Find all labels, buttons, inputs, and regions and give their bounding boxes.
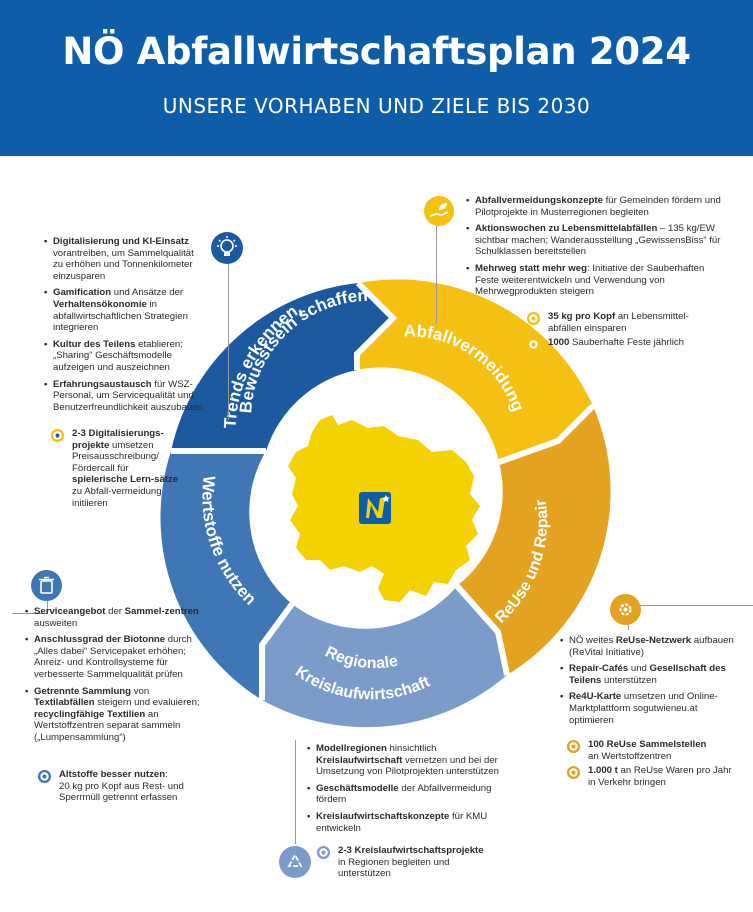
- list-item: Digitalisierung und KI-Einsatz vorantrei…: [44, 236, 204, 282]
- segment-abfall: [357, 279, 593, 462]
- list-item: Kreislaufwirtschaftskonzepte für KMU ent…: [307, 811, 517, 834]
- regional-goal: 2-3 Kreislaufwirtschaftsprojekte in Regi…: [316, 845, 491, 880]
- segment-regional: [262, 586, 507, 728]
- list-item: Mehrweg statt mehr weg: Initiative der S…: [466, 263, 726, 298]
- lightbulb-icon: [211, 232, 243, 264]
- noe-logo: [359, 492, 391, 524]
- target-icon: [526, 337, 541, 352]
- trends-goal: 2-3 Digitalisierungs-projekte umsetzen Pr…: [50, 428, 180, 509]
- target-icon: [566, 765, 581, 780]
- target-icon: [37, 769, 52, 784]
- header-banner: NÖ Abfallwirtschaftsplan 2024 UNSERE VOR…: [0, 0, 753, 156]
- target-icon: [526, 311, 541, 326]
- list-item: Geschäftsmodelle der Abfallvermeidung fö…: [307, 783, 517, 806]
- target-icon: [316, 845, 331, 860]
- segment-trends: [171, 283, 393, 451]
- connector-reuse: [628, 605, 753, 606]
- target-icon: [566, 739, 581, 754]
- list-item: Anschlussgrad der Biotonne durch „Alles …: [25, 634, 200, 680]
- connector-regional: [295, 740, 296, 844]
- list-item: Aktionswochen zu Lebensmittelabfällen – …: [466, 223, 726, 258]
- connector-abfall: [436, 218, 437, 324]
- abfall-goal-1: 35 kg pro Kopf an Lebensmittel-abfällen …: [526, 311, 696, 334]
- segment-reuse: [457, 406, 611, 675]
- list-item: Abfallvermeidungskonzepte für Gemeinden …: [466, 195, 726, 218]
- list-item: Repair-Cafés und Gesellschaft des Teilen…: [560, 663, 735, 686]
- segment-wertstoffe: [160, 451, 292, 700]
- page-title: NÖ Abfallwirtschaftsplan 2024: [62, 30, 691, 73]
- wertstoffe-measures: Serviceangebot der Sammel-zentren auswei…: [25, 606, 200, 749]
- list-item: Erfahrungsaustausch für WSZ-Personal, um…: [44, 379, 204, 414]
- abfall-measures: Abfallvermeidungskonzepte für Gemeinden …: [466, 195, 726, 303]
- list-item: Modellregionen hinsichtlich Kreislaufwir…: [307, 743, 517, 778]
- waste-bin-icon: [31, 570, 62, 601]
- target-icon: [50, 428, 65, 443]
- hand-leaf-icon: [424, 196, 454, 226]
- list-item: Kultur des Teilens etablieren; „Sharing“…: [44, 339, 204, 374]
- abfall-goal-2: 1000 Sauberhafte Feste jährlich: [526, 337, 716, 352]
- list-item: Re4U-Karte umsetzen und Online-Marktplat…: [560, 691, 735, 726]
- regional-measures: Modellregionen hinsichtlich Kreislaufwir…: [307, 743, 517, 839]
- repair-gear-icon: [610, 594, 641, 625]
- list-item: Gamification und Ansätze der Verhaltensö…: [44, 287, 204, 333]
- trends-measures: Digitalisierung und KI-Einsatz vorantrei…: [44, 236, 204, 418]
- reuse-goal-1: 100 ReUse Sammelstellen an Wertstoffzentr…: [566, 739, 736, 762]
- connector-trends: [228, 262, 229, 420]
- list-item: Getrennte Sammlung von Textilabfällen st…: [25, 686, 200, 744]
- reuse-measures: NÖ weites ReUse-Netzwerk aufbauen (ReVit…: [560, 635, 735, 731]
- reuse-goal-2: 1.000 t an ReUse Waren pro Jahr in Verke…: [566, 765, 736, 788]
- recycle-icon: [279, 846, 311, 878]
- list-item: Serviceangebot der Sammel-zentren auswei…: [25, 606, 200, 629]
- list-item: NÖ weites ReUse-Netzwerk aufbauen (ReVit…: [560, 635, 735, 658]
- wertstoffe-goal: Altstoffe besser nutzen: 20 kg pro Kopf a…: [37, 769, 187, 804]
- page-subtitle: UNSERE VORHABEN UND ZIELE BIS 2030: [162, 94, 591, 118]
